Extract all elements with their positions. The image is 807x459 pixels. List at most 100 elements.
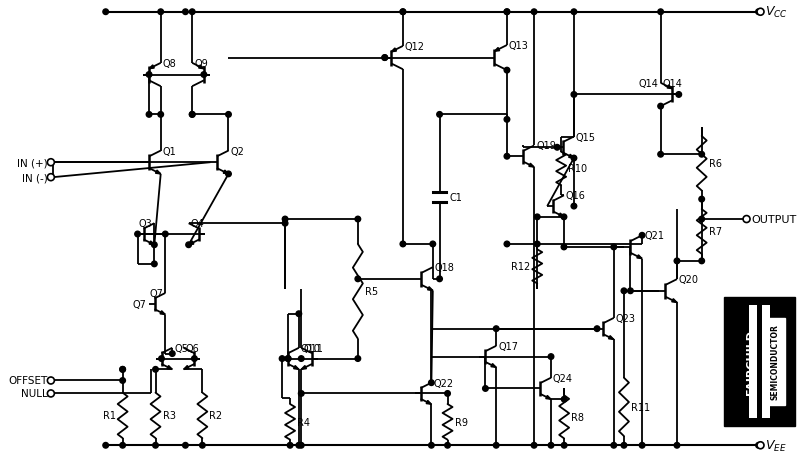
Circle shape: [162, 232, 168, 237]
Circle shape: [199, 442, 205, 448]
Circle shape: [190, 112, 195, 118]
Circle shape: [504, 10, 510, 16]
Circle shape: [120, 378, 125, 383]
Text: Q4: Q4: [190, 219, 204, 229]
Text: Q9: Q9: [194, 59, 208, 69]
Text: Q7: Q7: [149, 288, 163, 298]
Text: Q7: Q7: [132, 299, 147, 309]
FancyBboxPatch shape: [749, 305, 756, 419]
Circle shape: [191, 356, 197, 362]
Circle shape: [658, 152, 663, 158]
Text: Q20: Q20: [679, 274, 699, 285]
Text: R6: R6: [709, 159, 721, 169]
Polygon shape: [608, 336, 614, 340]
Text: Q15: Q15: [576, 132, 596, 142]
Circle shape: [429, 442, 434, 448]
Text: R3: R3: [162, 410, 175, 420]
Text: R7: R7: [709, 227, 721, 237]
Circle shape: [755, 442, 761, 448]
Circle shape: [628, 288, 633, 294]
Circle shape: [152, 242, 157, 248]
Circle shape: [534, 215, 540, 220]
Text: Q14: Q14: [663, 78, 683, 89]
Text: R11: R11: [631, 402, 650, 412]
Text: Q2: Q2: [231, 146, 245, 156]
Text: NULL: NULL: [21, 389, 48, 398]
Circle shape: [699, 197, 705, 202]
Circle shape: [120, 367, 125, 372]
Circle shape: [355, 276, 361, 282]
Text: Q12: Q12: [405, 42, 425, 52]
Polygon shape: [167, 366, 172, 369]
Circle shape: [493, 442, 499, 448]
Polygon shape: [495, 48, 500, 52]
Circle shape: [355, 217, 361, 222]
Polygon shape: [199, 66, 204, 69]
Circle shape: [531, 442, 537, 448]
Polygon shape: [637, 255, 642, 259]
Circle shape: [48, 174, 54, 181]
Text: Q24: Q24: [553, 373, 573, 383]
Polygon shape: [160, 311, 165, 315]
Circle shape: [755, 10, 761, 16]
Polygon shape: [149, 241, 154, 245]
Circle shape: [504, 118, 510, 123]
Circle shape: [153, 442, 158, 448]
Polygon shape: [149, 66, 154, 69]
Circle shape: [48, 159, 54, 166]
Circle shape: [562, 442, 567, 448]
Circle shape: [120, 442, 125, 448]
Polygon shape: [529, 164, 534, 168]
Circle shape: [504, 154, 510, 160]
Circle shape: [158, 10, 164, 16]
Text: R10: R10: [568, 164, 587, 174]
Circle shape: [146, 73, 152, 78]
Polygon shape: [426, 401, 432, 404]
Polygon shape: [667, 86, 672, 90]
Polygon shape: [156, 171, 161, 174]
Circle shape: [504, 68, 510, 74]
Circle shape: [611, 245, 617, 250]
Circle shape: [611, 442, 617, 448]
Circle shape: [286, 356, 291, 362]
Circle shape: [594, 326, 600, 332]
Circle shape: [282, 217, 288, 222]
Text: Q6: Q6: [186, 343, 199, 353]
Circle shape: [182, 442, 188, 448]
Circle shape: [674, 258, 679, 264]
Text: Q23: Q23: [616, 313, 636, 323]
Text: R4: R4: [297, 417, 310, 427]
Circle shape: [146, 112, 152, 118]
Circle shape: [190, 112, 195, 118]
Polygon shape: [569, 155, 574, 159]
Circle shape: [437, 276, 442, 282]
Circle shape: [48, 390, 54, 397]
Circle shape: [182, 10, 188, 16]
Circle shape: [571, 204, 577, 209]
Circle shape: [201, 73, 207, 78]
Circle shape: [429, 380, 434, 386]
Text: $V_{EE}$: $V_{EE}$: [766, 438, 787, 453]
Circle shape: [153, 367, 158, 372]
Polygon shape: [671, 299, 677, 303]
Circle shape: [548, 442, 554, 448]
Circle shape: [504, 241, 510, 247]
Circle shape: [676, 92, 682, 98]
Circle shape: [699, 217, 705, 222]
Circle shape: [287, 442, 293, 448]
Circle shape: [674, 442, 679, 448]
Circle shape: [504, 10, 510, 16]
Polygon shape: [491, 364, 496, 368]
Text: Q19: Q19: [536, 141, 556, 151]
FancyBboxPatch shape: [724, 297, 796, 426]
Text: Q10: Q10: [301, 343, 320, 353]
Text: Q22: Q22: [433, 378, 454, 388]
Text: R5: R5: [365, 287, 378, 297]
Circle shape: [286, 356, 291, 362]
Circle shape: [621, 288, 627, 294]
Text: Q5: Q5: [174, 343, 188, 353]
Text: Q16: Q16: [566, 191, 586, 201]
Circle shape: [445, 391, 450, 397]
Circle shape: [103, 10, 108, 16]
Text: SEMICONDUCTOR: SEMICONDUCTOR: [771, 324, 780, 400]
